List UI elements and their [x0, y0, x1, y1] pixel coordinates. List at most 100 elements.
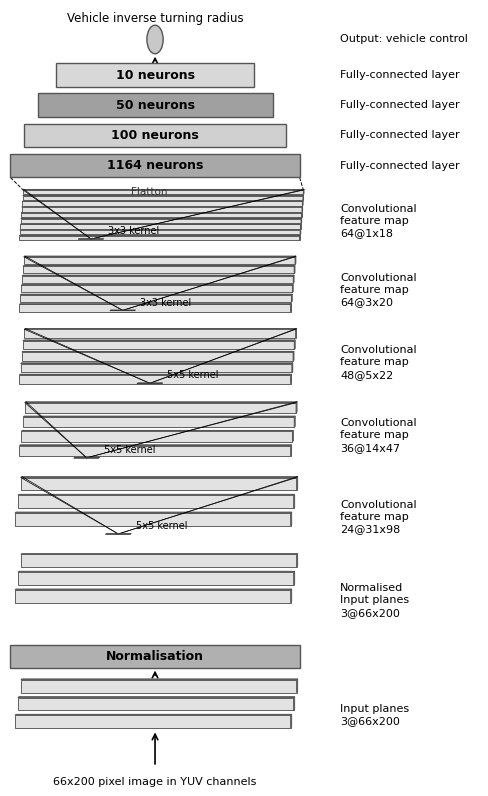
Polygon shape [291, 295, 292, 302]
Polygon shape [296, 402, 297, 413]
Polygon shape [15, 714, 292, 716]
Polygon shape [20, 445, 292, 446]
Text: 3x3 kernel: 3x3 kernel [108, 226, 160, 236]
Polygon shape [23, 196, 303, 200]
Text: Output: vehicle control: Output: vehicle control [340, 34, 468, 45]
Text: Normalised
Input planes
3@66x200: Normalised Input planes 3@66x200 [340, 583, 409, 618]
Polygon shape [23, 417, 294, 427]
Polygon shape [294, 266, 295, 274]
FancyBboxPatch shape [24, 123, 286, 147]
Text: 5x5 kernel: 5x5 kernel [104, 445, 156, 455]
Polygon shape [297, 679, 298, 693]
Text: 100 neurons: 100 neurons [111, 129, 199, 142]
Polygon shape [21, 553, 298, 555]
Polygon shape [21, 219, 301, 223]
Text: Convolutional
feature map
24@31x98: Convolutional feature map 24@31x98 [340, 500, 417, 534]
Polygon shape [21, 679, 298, 680]
Polygon shape [294, 572, 295, 585]
Polygon shape [18, 697, 294, 710]
Text: Fully-connected layer: Fully-connected layer [340, 100, 460, 111]
Text: Convolutional
feature map
64@3x20: Convolutional feature map 64@3x20 [340, 273, 417, 307]
Polygon shape [105, 533, 131, 534]
Polygon shape [290, 304, 291, 311]
Text: 10 neurons: 10 neurons [116, 68, 195, 82]
Polygon shape [21, 431, 292, 442]
Polygon shape [15, 513, 290, 525]
Text: Fully-connected layer: Fully-connected layer [340, 131, 460, 140]
Polygon shape [20, 236, 300, 240]
Polygon shape [20, 446, 290, 456]
Polygon shape [18, 572, 294, 585]
Polygon shape [15, 716, 290, 728]
Polygon shape [293, 351, 294, 361]
Text: Convolutional
feature map
48@5x22: Convolutional feature map 48@5x22 [340, 345, 417, 380]
Polygon shape [23, 416, 295, 417]
Polygon shape [20, 363, 293, 364]
Text: 3x3 kernel: 3x3 kernel [140, 298, 191, 307]
Polygon shape [290, 445, 292, 456]
Polygon shape [295, 256, 296, 264]
Polygon shape [290, 512, 292, 525]
Polygon shape [18, 494, 295, 495]
Polygon shape [290, 374, 291, 384]
Polygon shape [15, 589, 292, 590]
Polygon shape [23, 340, 295, 341]
Polygon shape [300, 229, 301, 235]
FancyBboxPatch shape [10, 154, 300, 178]
Polygon shape [292, 285, 293, 292]
Polygon shape [21, 477, 298, 478]
Text: Flatton: Flatton [131, 187, 168, 197]
Polygon shape [18, 696, 295, 697]
Polygon shape [23, 267, 294, 274]
Polygon shape [297, 477, 298, 490]
Polygon shape [24, 330, 296, 338]
Polygon shape [20, 364, 292, 373]
Polygon shape [20, 304, 290, 311]
Text: Convolutional
feature map
36@14x47: Convolutional feature map 36@14x47 [340, 418, 417, 453]
Circle shape [147, 25, 163, 54]
Polygon shape [21, 555, 297, 568]
Polygon shape [15, 590, 290, 603]
Text: Input planes
3@66x200: Input planes 3@66x200 [340, 704, 409, 727]
Polygon shape [294, 494, 295, 508]
Polygon shape [15, 512, 292, 513]
Polygon shape [293, 275, 294, 283]
Polygon shape [23, 190, 304, 194]
Polygon shape [292, 363, 293, 373]
Polygon shape [22, 207, 302, 212]
Polygon shape [23, 341, 294, 349]
Polygon shape [18, 495, 294, 508]
Text: 66x200 pixel image in YUV channels: 66x200 pixel image in YUV channels [53, 777, 257, 786]
Polygon shape [294, 696, 295, 710]
FancyBboxPatch shape [56, 63, 254, 87]
Polygon shape [22, 201, 303, 206]
Text: 50 neurons: 50 neurons [116, 99, 195, 111]
Polygon shape [25, 403, 296, 413]
Polygon shape [22, 352, 293, 361]
Text: Convolutional
feature map
64@1x18: Convolutional feature map 64@1x18 [340, 204, 417, 239]
Polygon shape [21, 478, 297, 490]
Polygon shape [22, 351, 294, 352]
Polygon shape [292, 431, 293, 442]
Polygon shape [21, 680, 297, 693]
Text: Fully-connected layer: Fully-connected layer [340, 161, 460, 170]
Polygon shape [24, 257, 295, 264]
Polygon shape [22, 276, 293, 283]
Polygon shape [303, 195, 304, 200]
Text: Vehicle inverse turning radius: Vehicle inverse turning radius [67, 13, 244, 25]
Polygon shape [21, 213, 302, 217]
Text: 5x5 kernel: 5x5 kernel [136, 521, 187, 531]
Polygon shape [21, 285, 292, 292]
Polygon shape [301, 218, 302, 223]
Polygon shape [290, 589, 292, 603]
Text: Fully-connected layer: Fully-connected layer [340, 70, 460, 80]
Text: Normalisation: Normalisation [106, 650, 204, 663]
Polygon shape [20, 375, 290, 384]
Polygon shape [25, 402, 297, 403]
Polygon shape [290, 714, 292, 728]
Polygon shape [24, 329, 297, 330]
Polygon shape [294, 416, 295, 427]
FancyBboxPatch shape [38, 93, 272, 117]
Polygon shape [302, 207, 303, 212]
Polygon shape [20, 374, 291, 375]
